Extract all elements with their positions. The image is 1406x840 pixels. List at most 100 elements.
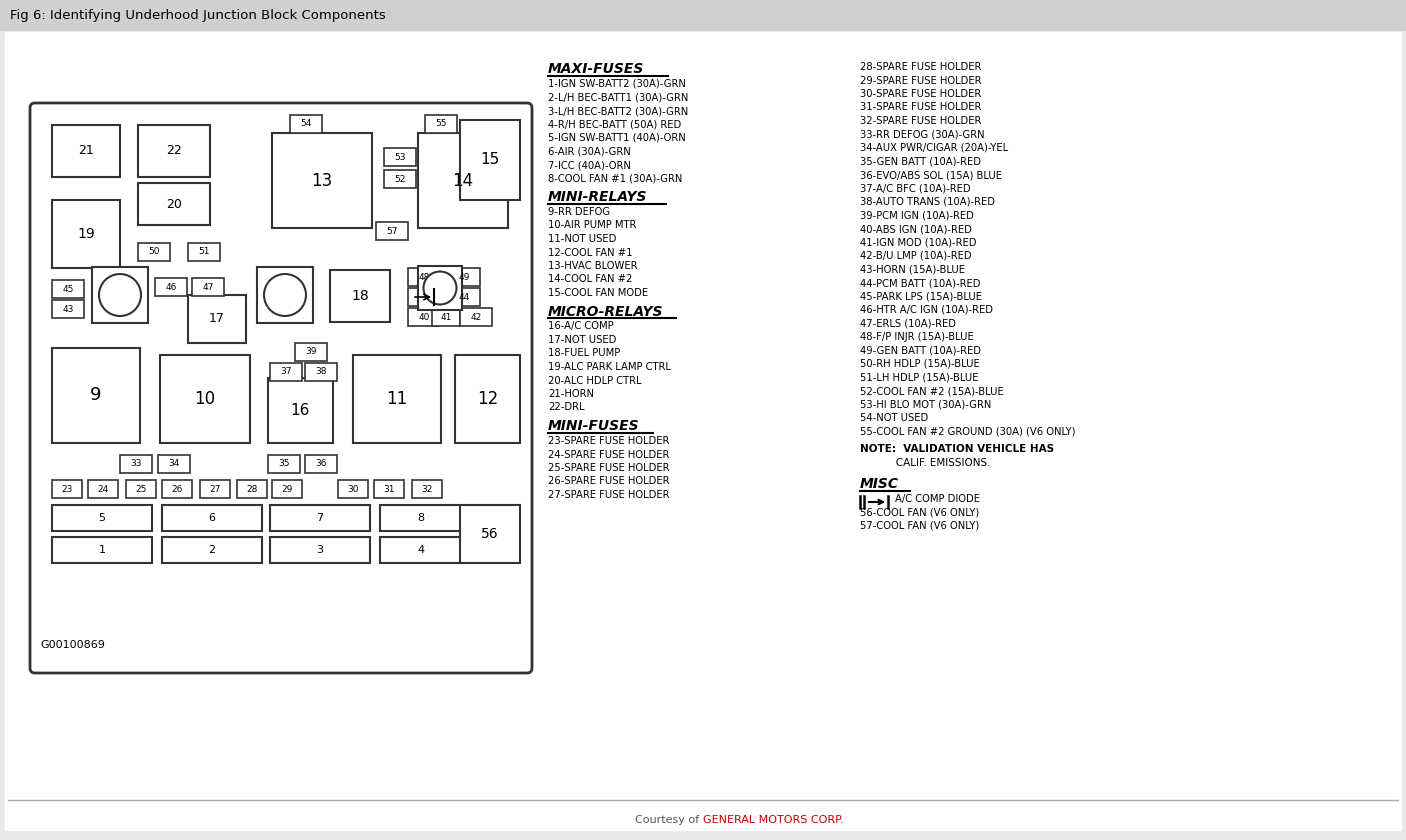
Text: 56: 56 [481,527,499,541]
Text: MISC: MISC [860,477,898,491]
Text: 17: 17 [209,312,225,325]
Bar [384,148,416,166]
Text: 48: 48 [419,272,430,281]
Text: 42-B/U LMP (10A)-RED: 42-B/U LMP (10A)-RED [860,251,972,261]
Text: GENERAL MOTORS CORP.: GENERAL MOTORS CORP. [703,815,844,825]
Bar [270,505,370,531]
Text: 43-HORN (15A)-BLUE: 43-HORN (15A)-BLUE [860,265,965,275]
Text: 13: 13 [311,171,333,190]
Text: 35-GEN BATT (10A)-RED: 35-GEN BATT (10A)-RED [860,156,981,166]
Text: 20-ALC HDLP CTRL: 20-ALC HDLP CTRL [548,375,641,386]
Text: 46: 46 [166,282,177,291]
Bar [0,0,1406,30]
Text: 41: 41 [440,312,451,322]
Text: 34: 34 [169,459,180,469]
Text: 42: 42 [471,312,482,322]
Bar [52,505,152,531]
Text: 20: 20 [166,197,181,211]
Bar [380,537,463,563]
Text: 14-COOL FAN #2: 14-COOL FAN #2 [548,275,633,285]
Text: 57-COOL FAN (V6 ONLY): 57-COOL FAN (V6 ONLY) [860,521,979,531]
Text: 32-SPARE FUSE HOLDER: 32-SPARE FUSE HOLDER [860,116,981,126]
Text: 38-AUTO TRANS (10A)-RED: 38-AUTO TRANS (10A)-RED [860,197,995,207]
Bar [460,308,492,326]
Text: 23-SPARE FUSE HOLDER: 23-SPARE FUSE HOLDER [548,436,669,446]
Text: 52-COOL FAN #2 (15A)-BLUE: 52-COOL FAN #2 (15A)-BLUE [860,386,1004,396]
Text: 36-EVO/ABS SOL (15A) BLUE: 36-EVO/ABS SOL (15A) BLUE [860,170,1002,180]
Text: 19: 19 [77,227,94,241]
Bar [91,267,148,323]
Text: 4-R/H BEC-BATT (50A) RED: 4-R/H BEC-BATT (50A) RED [548,119,682,129]
Text: 10: 10 [194,390,215,408]
Text: 12-COOL FAN #1: 12-COOL FAN #1 [548,248,633,258]
Text: 31-SPARE FUSE HOLDER: 31-SPARE FUSE HOLDER [860,102,981,113]
Text: 12: 12 [477,390,498,408]
Text: 49-GEN BATT (10A)-RED: 49-GEN BATT (10A)-RED [860,345,981,355]
Text: 37-A/C BFC (10A)-RED: 37-A/C BFC (10A)-RED [860,183,970,193]
Bar [52,537,152,563]
Text: 21: 21 [79,144,94,157]
Text: 17-NOT USED: 17-NOT USED [548,335,616,345]
Text: 47: 47 [202,282,214,291]
Bar [425,115,457,133]
Text: 11-NOT USED: 11-NOT USED [548,234,616,244]
Bar [138,183,209,225]
Text: 44-PCM BATT (10A)-RED: 44-PCM BATT (10A)-RED [860,278,980,288]
Text: 53-HI BLO MOT (30A)-GRN: 53-HI BLO MOT (30A)-GRN [860,400,991,409]
Text: 27-SPARE FUSE HOLDER: 27-SPARE FUSE HOLDER [548,490,669,500]
Text: 1-IGN SW-BATT2 (30A)-GRN: 1-IGN SW-BATT2 (30A)-GRN [548,79,686,89]
Bar [162,480,193,498]
Text: 3: 3 [316,545,323,555]
Text: 49: 49 [458,272,470,281]
Bar [271,480,302,498]
Text: 54: 54 [301,119,312,129]
Text: 55-COOL FAN #2 GROUND (30A) (V6 ONLY): 55-COOL FAN #2 GROUND (30A) (V6 ONLY) [860,427,1076,437]
Bar [305,363,337,381]
Text: 55: 55 [436,119,447,129]
Bar [290,115,322,133]
Circle shape [98,274,141,316]
Bar [271,133,373,228]
Text: 29: 29 [281,485,292,493]
Text: 28: 28 [246,485,257,493]
Text: 16: 16 [291,403,311,418]
Bar [460,120,520,200]
Bar [449,288,479,306]
Bar [460,505,520,563]
Bar [52,480,82,498]
Text: 24-SPARE FUSE HOLDER: 24-SPARE FUSE HOLDER [548,449,669,459]
Text: MINI-FUSES: MINI-FUSES [548,419,640,433]
Text: NOTE:  VALIDATION VEHICLE HAS: NOTE: VALIDATION VEHICLE HAS [860,444,1054,454]
Text: 31: 31 [384,485,395,493]
Text: 51-LH HDLP (15A)-BLUE: 51-LH HDLP (15A)-BLUE [860,372,979,382]
Bar [384,170,416,188]
Bar [52,300,84,318]
Text: 43: 43 [62,304,73,313]
Text: 25-SPARE FUSE HOLDER: 25-SPARE FUSE HOLDER [548,463,669,473]
Text: 30: 30 [347,485,359,493]
Text: 4: 4 [418,545,425,555]
Text: 5: 5 [98,513,105,523]
Text: 26: 26 [172,485,183,493]
Bar [432,308,460,326]
Text: 25: 25 [135,485,146,493]
Bar [52,280,84,298]
Text: 35: 35 [278,459,290,469]
Bar [89,480,118,498]
Text: 33: 33 [131,459,142,469]
Bar [418,133,508,228]
Bar [380,505,463,531]
Text: Fig 6: Identifying Underhood Junction Block Components: Fig 6: Identifying Underhood Junction Bl… [10,8,385,22]
Text: 5-IGN SW-BATT1 (40A)-ORN: 5-IGN SW-BATT1 (40A)-ORN [548,133,686,143]
Text: 13-HVAC BLOWER: 13-HVAC BLOWER [548,261,637,271]
Text: 18-FUEL PUMP: 18-FUEL PUMP [548,349,620,359]
Bar [193,278,224,296]
Bar [337,480,368,498]
Bar [52,348,141,443]
Text: G00100869: G00100869 [39,640,105,650]
Text: 7: 7 [316,513,323,523]
Text: 44: 44 [458,292,470,302]
Text: 50: 50 [148,248,160,256]
Text: 54-NOT USED: 54-NOT USED [860,413,928,423]
Bar [269,378,333,443]
